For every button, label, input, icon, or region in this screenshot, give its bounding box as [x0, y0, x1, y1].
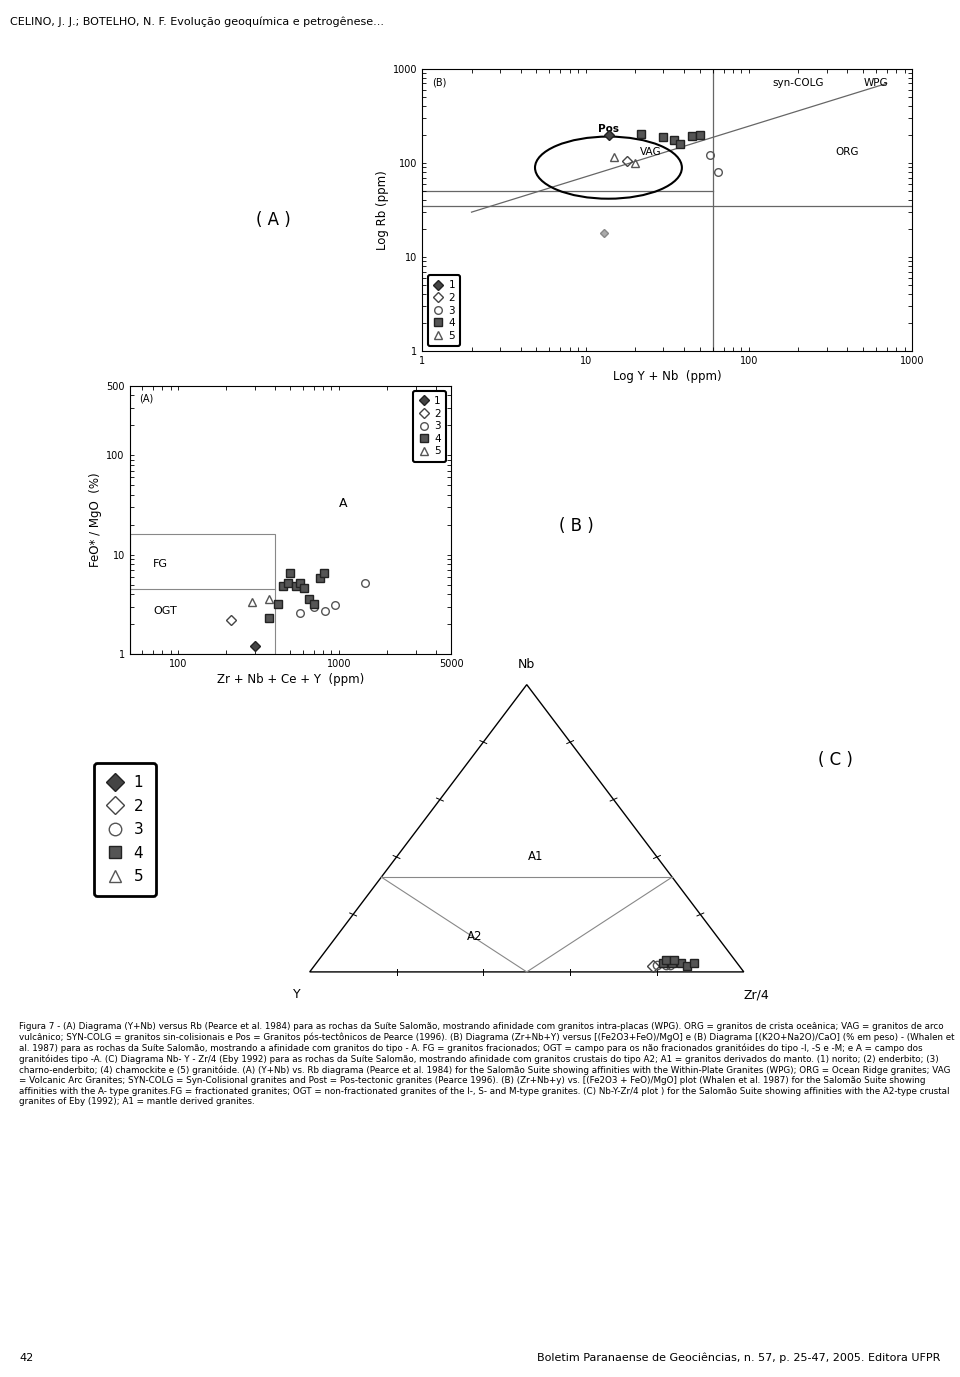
Text: Y: Y: [293, 989, 300, 1001]
Text: Boletim Paranaense de Geociências, n. 57, p. 25-47, 2005. Editora UFPR: Boletim Paranaense de Geociências, n. 57…: [538, 1352, 941, 1363]
Text: WPG: WPG: [863, 78, 888, 88]
Text: (B): (B): [432, 77, 446, 87]
Y-axis label: FeO* / MgO  (%): FeO* / MgO (%): [89, 472, 102, 567]
Text: Figura 7 - (A) Diagrama (Y+Nb) versus Rb (Pearce et al. 1984) para as rochas da : Figura 7 - (A) Diagrama (Y+Nb) versus Rb…: [19, 1022, 954, 1106]
Text: ( A ): ( A ): [256, 211, 291, 230]
Text: A: A: [339, 497, 348, 509]
Text: Zr/4: Zr/4: [744, 989, 770, 1001]
Legend: 1, 2, 3, 4, 5: 1, 2, 3, 4, 5: [94, 763, 156, 896]
Text: OGT: OGT: [153, 606, 177, 617]
Text: Pos: Pos: [598, 124, 619, 134]
Text: CELINO, J. J.; BOTELHO, N. F. Evolução geoquímica e petrogênese...: CELINO, J. J.; BOTELHO, N. F. Evolução g…: [10, 17, 384, 28]
Text: ( B ): ( B ): [559, 516, 593, 536]
Legend: 1, 2, 3, 4, 5: 1, 2, 3, 4, 5: [414, 391, 446, 461]
Text: syn-COLG: syn-COLG: [772, 78, 824, 88]
Y-axis label: Log Rb (ppm): Log Rb (ppm): [376, 171, 389, 249]
Text: ( C ): ( C ): [818, 750, 852, 770]
Text: (A): (A): [139, 394, 154, 403]
Text: A2: A2: [467, 929, 483, 943]
Text: VAG: VAG: [639, 147, 661, 157]
Text: Nb: Nb: [518, 658, 536, 672]
Text: ORG: ORG: [835, 147, 859, 157]
Text: 42: 42: [19, 1354, 34, 1363]
Text: FG: FG: [153, 559, 168, 569]
Text: A1: A1: [528, 851, 543, 863]
Legend: 1, 2, 3, 4, 5: 1, 2, 3, 4, 5: [427, 275, 460, 346]
X-axis label: Log Y + Nb  (ppm): Log Y + Nb (ppm): [612, 370, 722, 383]
Bar: [130, 534, 275, 654]
X-axis label: Zr + Nb + Ce + Y  (ppm): Zr + Nb + Ce + Y (ppm): [217, 673, 364, 686]
